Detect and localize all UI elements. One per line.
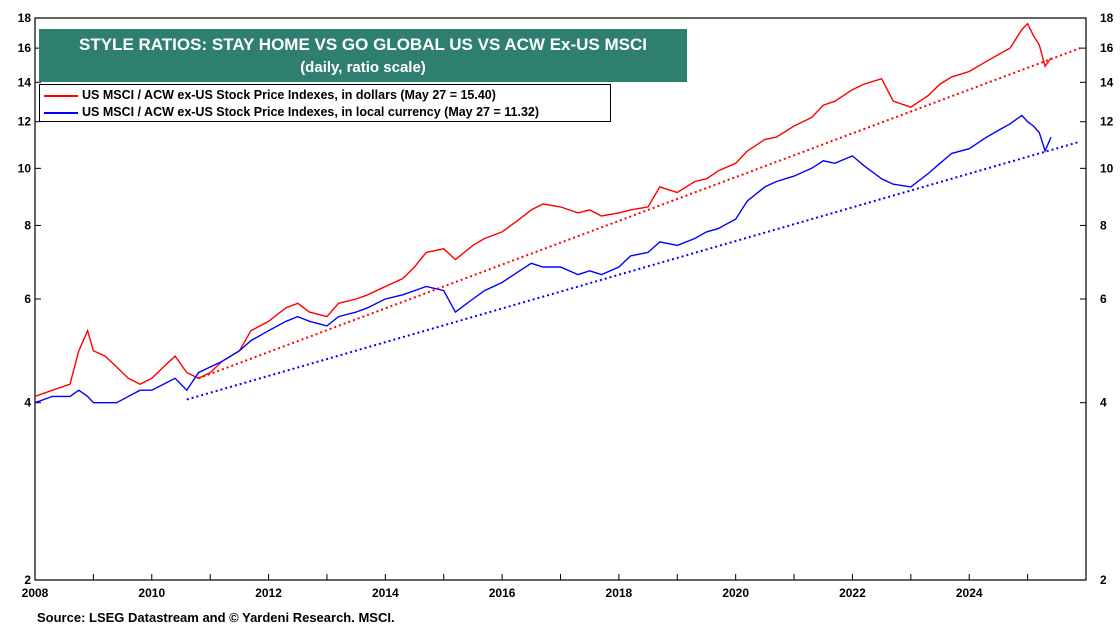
y-tick-label-right: 16 [1100,41,1114,55]
legend-label-local: US MSCI / ACW ex-US Stock Price Indexes,… [82,105,540,119]
y-tick-label-right: 8 [1100,218,1107,232]
legend: US MSCI / ACW ex-US Stock Price Indexes,… [39,84,611,122]
x-tick-label: 2016 [489,586,516,600]
x-tick-label: 2012 [255,586,282,600]
chart-subtitle: (daily, ratio scale) [300,59,426,76]
x-tick-label: 2018 [606,586,633,600]
y-tick-label-right: 4 [1100,396,1107,410]
title-box: STYLE RATIOS: STAY HOME VS GO GLOBAL US … [39,29,687,82]
trend-line-red [198,47,1081,380]
y-tick-label-left: 10 [18,161,32,175]
y-tick-label-right: 10 [1100,161,1114,175]
source-note: Source: LSEG Datastream and © Yardeni Re… [37,610,395,625]
y-tick-label-left: 14 [18,75,32,89]
legend-swatch-red [44,94,78,97]
x-tick-label: 2022 [839,586,866,600]
x-tick-label: 2024 [956,586,983,600]
series-line-local [34,114,1052,404]
y-tick-label-right: 2 [1100,573,1107,587]
y-tick-label-left: 6 [24,292,31,306]
x-tick-label: 2008 [22,586,49,600]
y-tick-label-left: 2 [24,573,31,587]
y-tick-label-left: 18 [18,11,32,25]
y-tick-label-right: 14 [1100,75,1114,89]
y-tick-label-left: 8 [24,218,31,232]
y-tick-label-right: 12 [1100,115,1114,129]
x-tick-label: 2014 [372,586,399,600]
y-tick-label-left: 12 [18,115,32,129]
legend-label-dollars: US MSCI / ACW ex-US Stock Price Indexes,… [82,88,496,102]
y-tick-label-right: 6 [1100,292,1107,306]
legend-entry-dollars: US MSCI / ACW ex-US Stock Price Indexes,… [44,87,496,103]
series-line-dollars [34,22,1052,398]
y-tick-label-right: 18 [1100,11,1114,25]
y-tick-label-left: 16 [18,41,32,55]
legend-swatch-blue [44,111,78,114]
x-tick-label: 2010 [138,586,165,600]
legend-entry-local: US MSCI / ACW ex-US Stock Price Indexes,… [44,104,539,120]
y-tick-label-left: 4 [24,396,31,410]
chart-title: STYLE RATIOS: STAY HOME VS GO GLOBAL US … [79,35,647,54]
x-tick-label: 2020 [722,586,749,600]
trend-line-blue [186,140,1081,401]
